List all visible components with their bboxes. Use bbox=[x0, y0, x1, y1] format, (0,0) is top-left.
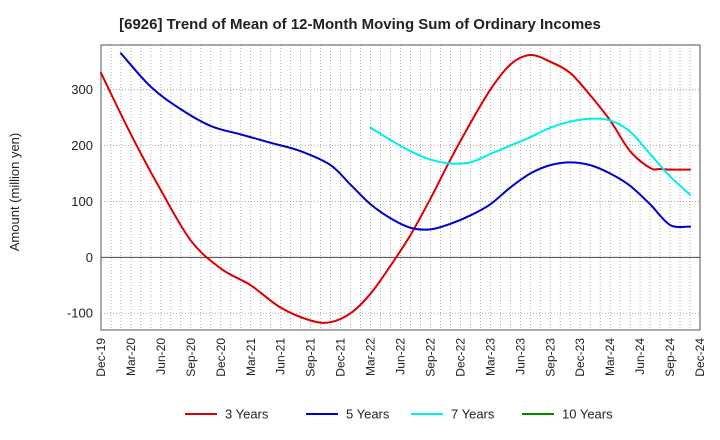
x-tick-label: Sep-24 bbox=[663, 338, 677, 377]
y-tick-label: 0 bbox=[86, 250, 93, 265]
x-tick-label: Dec-24 bbox=[693, 338, 707, 377]
y-axis-label: Amount (million yen) bbox=[7, 133, 22, 252]
y-tick-label: -100 bbox=[67, 306, 93, 321]
tick-labels: -100 0 100 200 300 Dec-19 Mar-20 Jun-20 Sep-20 De… bbox=[67, 82, 707, 377]
legend-label-10-years: 10 Years bbox=[562, 407, 613, 422]
x-tick-label: Dec-22 bbox=[453, 338, 467, 377]
x-tick-label: Sep-20 bbox=[184, 338, 198, 377]
x-tick-label: Jun-22 bbox=[394, 338, 408, 375]
grid bbox=[101, 45, 700, 330]
series-line-5-years bbox=[119, 52, 692, 231]
chart-title: [6926] Trend of Mean of 12-Month Moving … bbox=[119, 16, 601, 33]
y-tick-label: 200 bbox=[71, 138, 93, 153]
series-line-3-years bbox=[100, 54, 692, 324]
x-tick-label: Sep-23 bbox=[543, 338, 557, 377]
x-tick-label: Mar-23 bbox=[483, 338, 497, 376]
x-tick-label: Dec-20 bbox=[214, 338, 228, 377]
x-tick-label: Mar-21 bbox=[244, 338, 258, 376]
x-tick-label: Mar-20 bbox=[124, 338, 138, 376]
x-tick-label: Jun-20 bbox=[154, 338, 168, 375]
plot-frame bbox=[100, 44, 701, 331]
x-tick-label: Mar-22 bbox=[364, 338, 378, 376]
series-lines bbox=[100, 52, 692, 324]
x-tick-label: Sep-22 bbox=[423, 338, 437, 377]
axes bbox=[100, 44, 701, 331]
x-tick-label: Dec-21 bbox=[334, 338, 348, 377]
x-tick-label: Jun-24 bbox=[633, 338, 647, 375]
y-tick-label: 100 bbox=[71, 194, 93, 209]
legend-label-3-years: 3 Years bbox=[225, 407, 269, 422]
x-tick-label: Mar-24 bbox=[603, 338, 617, 376]
y-tick-label: 300 bbox=[71, 82, 93, 97]
series-line-7-years bbox=[369, 117, 692, 196]
legend: 3 Years 5 Years 7 Years 10 Years bbox=[185, 407, 613, 422]
legend-label-7-years: 7 Years bbox=[451, 407, 495, 422]
x-tick-label: Dec-19 bbox=[94, 338, 108, 377]
x-tick-label: Jun-21 bbox=[274, 338, 288, 375]
legend-label-5-years: 5 Years bbox=[346, 407, 390, 422]
x-tick-label: Sep-21 bbox=[304, 338, 318, 377]
x-tick-label: Dec-23 bbox=[573, 338, 587, 377]
x-tick-label: Jun-23 bbox=[513, 338, 527, 375]
